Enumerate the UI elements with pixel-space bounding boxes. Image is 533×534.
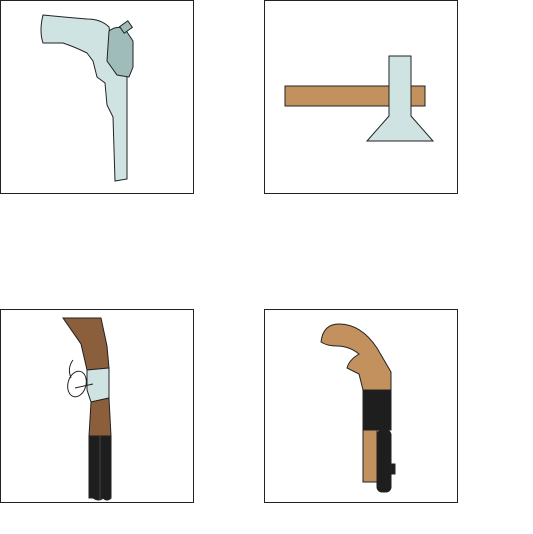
tomahawk-blade [365,55,435,142]
sawed-off-shotgun-icon [320,323,396,493]
revolver-tile[interactable] [0,0,194,194]
revolver-body [40,14,128,182]
rifle-guard-loop [68,359,74,379]
shotgun-grip [320,323,392,391]
tomahawk-icon [284,55,435,142]
rifle-stock [62,317,110,371]
revolver-icon [40,14,134,182]
flintlock-rifle-icon [62,317,112,501]
rifle-trigger-guard [67,370,87,398]
revolver-hammer [118,20,134,34]
rifle-hammer [74,383,94,389]
rifle-forestock [88,397,112,437]
tomahawk-tile[interactable] [264,0,458,194]
shotgun-barrel [376,429,392,493]
shotgun-sight [390,463,396,475]
shotgun-forearm [362,429,378,483]
sawed-off-shotgun-tile[interactable] [264,309,458,503]
shotgun-receiver [362,389,392,431]
flintlock-rifle-tile[interactable] [0,309,194,503]
